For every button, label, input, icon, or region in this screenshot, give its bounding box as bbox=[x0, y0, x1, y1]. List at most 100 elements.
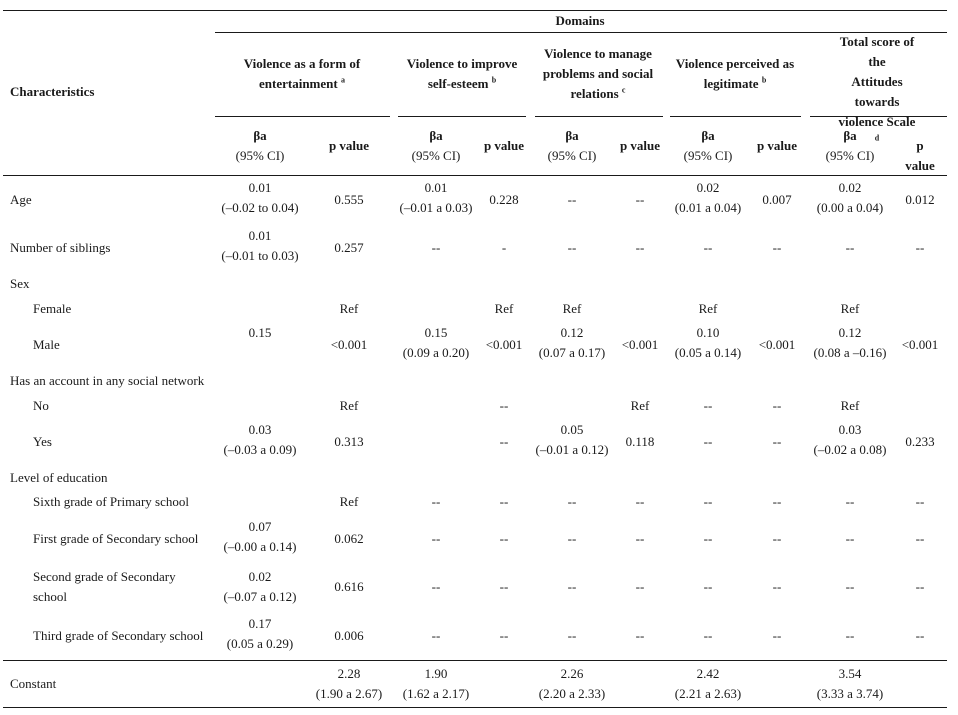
table-cell: 0.257 bbox=[334, 240, 364, 255]
pvalue-header: p value bbox=[328, 138, 370, 153]
table-cell: 0.313 bbox=[334, 434, 364, 449]
table-cell: -- bbox=[635, 579, 645, 594]
table-cell: 2.26 (2.20 a 2.33) bbox=[538, 666, 606, 701]
table-cell: -- bbox=[845, 240, 855, 255]
beta-header: βa (95% CI) bbox=[411, 128, 461, 163]
beta-header: βa (95% CI) bbox=[683, 128, 733, 163]
table-cell: 0.616 bbox=[334, 579, 364, 594]
domains-header: Domains bbox=[555, 13, 605, 28]
table-cell: 0.228 bbox=[489, 192, 519, 207]
table-cell: Ref bbox=[562, 301, 582, 316]
table-cell: -- bbox=[635, 531, 645, 546]
group-header-self-esteem: Violence to improve self-esteem b bbox=[406, 56, 518, 91]
table-cell: -- bbox=[915, 628, 925, 643]
table-cell: -- bbox=[567, 192, 577, 207]
row-label-sixth: Sixth grade of Primary school bbox=[33, 494, 189, 509]
table-cell: 0.555 bbox=[334, 192, 364, 207]
table-cell: -- bbox=[499, 398, 509, 413]
table-cell: -- bbox=[499, 434, 509, 449]
table-cell: -- bbox=[845, 531, 855, 546]
table-cell: -- bbox=[845, 628, 855, 643]
table-cell: Ref bbox=[339, 494, 359, 509]
table-cell: 0.062 bbox=[334, 531, 364, 546]
header-bottom-rule bbox=[3, 175, 947, 176]
group-header-entertainment: Violence as a form of entertainment a bbox=[243, 56, 361, 91]
table-cell: -- bbox=[772, 494, 782, 509]
table-cell: Ref bbox=[840, 398, 860, 413]
table-cell: -- bbox=[499, 494, 509, 509]
table-cell: -- bbox=[772, 531, 782, 546]
row-label-age: Age bbox=[10, 192, 32, 207]
table-cell: -- bbox=[915, 579, 925, 594]
table-cell: -- bbox=[703, 398, 713, 413]
table-cell: 0.01 (–0.01 a 0.03) bbox=[399, 180, 473, 215]
table-cell: -- bbox=[915, 240, 925, 255]
row-label-first: First grade of Secondary school bbox=[33, 531, 199, 546]
table-cell: 0.233 bbox=[905, 434, 935, 449]
pvalue-header: p value bbox=[756, 138, 798, 153]
table-cell: -- bbox=[567, 240, 577, 255]
table-cell: -- bbox=[703, 494, 713, 509]
row-label-social: Has an account in any social network bbox=[10, 373, 205, 388]
table-cell: 0.05 (–0.01 a 0.12) bbox=[535, 422, 609, 457]
table-cell: 0.10 (0.05 a 0.14) bbox=[674, 325, 742, 360]
group-header-legitimate: Violence perceived as legitimate b bbox=[675, 56, 795, 91]
table-cell: <0.001 bbox=[330, 337, 368, 352]
table-cell: <0.001 bbox=[621, 337, 659, 352]
row-label-sex: Sex bbox=[10, 276, 30, 291]
table-cell: -- bbox=[772, 240, 782, 255]
table-cell: 0.02 (0.01 a 0.04) bbox=[674, 180, 742, 215]
table-cell: -- bbox=[635, 628, 645, 643]
table-cell: -- bbox=[567, 579, 577, 594]
table-cell: -- bbox=[567, 531, 577, 546]
table-top-rule bbox=[3, 10, 947, 11]
table-cell: 0.118 bbox=[625, 434, 655, 449]
row-label-constant: Constant bbox=[10, 676, 57, 691]
table-cell: -- bbox=[635, 240, 645, 255]
group-header-total: Total score of the Attitudes towards vio… bbox=[838, 34, 916, 143]
row-label-third: Third grade of Secondary school bbox=[33, 628, 204, 643]
table-cell: Ref bbox=[698, 301, 718, 316]
beta-header: βa (95% CI) bbox=[547, 128, 597, 163]
table-bottom-rule bbox=[3, 707, 947, 708]
col-rule-entertainment bbox=[215, 116, 390, 117]
table-cell: 0.007 bbox=[762, 192, 792, 207]
table-cell: -- bbox=[499, 531, 509, 546]
row-label-yes: Yes bbox=[33, 434, 52, 449]
beta-header: βa (95% CI) bbox=[235, 128, 285, 163]
table-cell: -- bbox=[703, 240, 713, 255]
table-cell: Ref bbox=[339, 301, 359, 316]
table-cell: 0.15 bbox=[248, 325, 272, 340]
table-cell: 0.12 (0.07 a 0.17) bbox=[538, 325, 606, 360]
table-cell: -- bbox=[845, 494, 855, 509]
table-cell: -- bbox=[431, 240, 441, 255]
col-rule-total bbox=[810, 116, 947, 117]
row-label-education: Level of education bbox=[10, 470, 108, 485]
col-rule-legitimate bbox=[670, 116, 801, 117]
table-cell: -- bbox=[567, 628, 577, 643]
col-rule-manage bbox=[535, 116, 663, 117]
table-cell: -- bbox=[772, 434, 782, 449]
table-cell: -- bbox=[499, 579, 509, 594]
table-cell: -- bbox=[772, 398, 782, 413]
table-cell: Ref bbox=[494, 301, 514, 316]
table-cell: 0.15 (0.09 a 0.20) bbox=[402, 325, 470, 360]
table-cell: 0.03 (–0.02 a 0.08) bbox=[813, 422, 887, 457]
table-cell: -- bbox=[635, 192, 645, 207]
col-rule-self-esteem bbox=[398, 116, 526, 117]
table-cell: 3.54 (3.33 a 3.74) bbox=[816, 666, 884, 701]
table-cell: 0.07 (–0.00 a 0.14) bbox=[223, 519, 297, 554]
table-cell: 0.012 bbox=[905, 192, 935, 207]
table-cell: -- bbox=[703, 579, 713, 594]
row-label-female: Female bbox=[33, 301, 72, 316]
table-cell: Ref bbox=[339, 398, 359, 413]
table-cell: -- bbox=[431, 494, 441, 509]
table-cell: <0.001 bbox=[485, 337, 523, 352]
table-cell: 0.12 (0.08 a –0.16) bbox=[813, 325, 887, 360]
table-cell: -- bbox=[703, 531, 713, 546]
table-cell: 0.03 (–0.03 a 0.09) bbox=[223, 422, 297, 457]
table-cell: 0.02 (0.00 a 0.04) bbox=[816, 180, 884, 215]
table-cell: Ref bbox=[840, 301, 860, 316]
pvalue-header: p value bbox=[619, 138, 661, 153]
group-header-manage: Violence to manage problems and social r… bbox=[542, 46, 654, 101]
